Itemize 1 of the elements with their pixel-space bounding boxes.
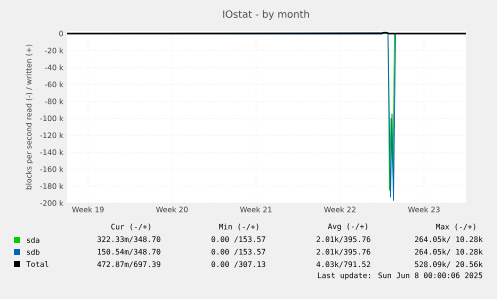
chart-title: IOstat - by month <box>223 10 309 20</box>
